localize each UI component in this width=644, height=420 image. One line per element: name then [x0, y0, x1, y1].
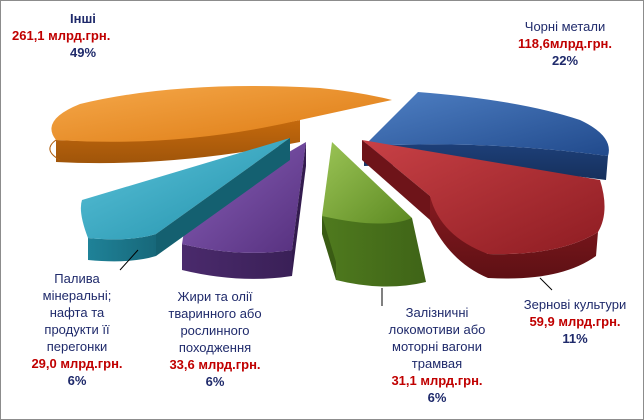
label-palyva-name-4: перегонки: [18, 338, 136, 355]
label-zernovi-kultury-value: 59,9 млрд.грн.: [506, 313, 644, 330]
label-palyva-name-0: Палива: [18, 270, 136, 287]
label-zhyry-percent: 6%: [150, 373, 280, 390]
leader-line-zernovi: [540, 278, 552, 290]
label-zhyry-value: 33,6 млрд.грн.: [150, 356, 280, 373]
label-zernovi-kultury-name: Зернові культури: [506, 296, 644, 313]
label-chorni-metaly-name: Чорні метали: [510, 18, 620, 35]
label-inshi-value: 261,1 млрд.грн.: [12, 27, 110, 44]
label-palyva-mineralni: Палива мінеральні; нафта та продукти її …: [18, 270, 136, 389]
label-zaliznychni: Залізничні локомотиви або моторні вагони…: [372, 304, 502, 406]
label-chorni-metaly-percent: 22%: [510, 52, 620, 69]
label-zhyry-name-0: Жири та олії: [150, 288, 280, 305]
label-chorni-metaly: Чорні метали 118,6млрд.грн. 22%: [510, 18, 620, 69]
label-chorni-metaly-value: 118,6млрд.грн.: [510, 35, 620, 52]
label-palyva-value: 29,0 млрд.грн.: [18, 355, 136, 372]
label-zhyry-name-3: походження: [150, 339, 280, 356]
label-palyva-percent: 6%: [18, 372, 136, 389]
label-zaliznychni-value: 31,1 млрд.грн.: [372, 372, 502, 389]
label-zaliznychni-name-0: Залізничні: [372, 304, 502, 321]
label-palyva-name-1: мінеральні;: [18, 287, 136, 304]
label-palyva-name-3: продукти її: [18, 321, 136, 338]
label-palyva-name-2: нафта та: [18, 304, 136, 321]
label-zaliznychni-name-1: локомотиви або: [372, 321, 502, 338]
label-inshi: Інші 261,1 млрд.грн. 49%: [70, 10, 110, 61]
label-zaliznychni-percent: 6%: [372, 389, 502, 406]
label-zaliznychni-name-3: трамвая: [372, 355, 502, 372]
label-zernovi-kultury-percent: 11%: [506, 330, 644, 347]
label-inshi-percent: 49%: [70, 44, 110, 61]
label-zhyry-name-2: рослинного: [150, 322, 280, 339]
label-inshi-name: Інші: [70, 10, 110, 27]
label-zaliznychni-name-2: моторні вагони: [372, 338, 502, 355]
label-zernovi-kultury: Зернові культури 59,9 млрд.грн. 11%: [506, 296, 644, 347]
label-zhyry-name-1: тваринного або: [150, 305, 280, 322]
label-zhyry-ta-olii: Жири та олії тваринного або рослинного п…: [150, 288, 280, 390]
